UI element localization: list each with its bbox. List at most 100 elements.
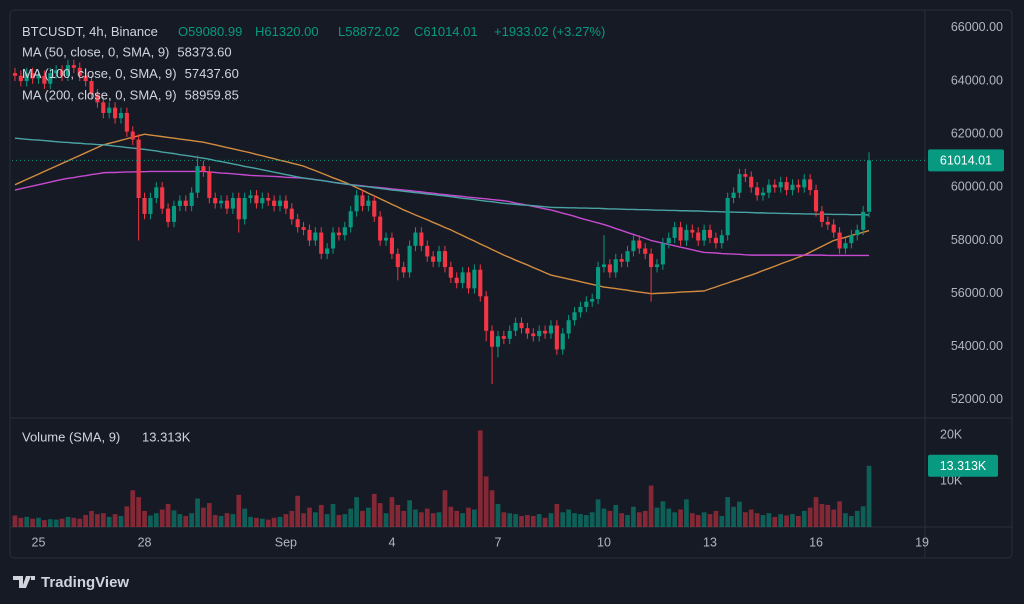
moving-average-line — [14, 170, 870, 257]
candle-body — [360, 195, 365, 206]
volume-bar — [707, 514, 713, 527]
volume-bar — [254, 517, 259, 527]
y-tick-label: 52000.00 — [951, 392, 1003, 406]
volume-bar — [206, 503, 212, 527]
volume-bar — [619, 513, 625, 527]
candle-body — [601, 264, 607, 268]
candle-body — [230, 197, 235, 209]
volume-bar — [171, 510, 177, 527]
candle-body — [30, 73, 35, 79]
candle-body — [224, 200, 230, 209]
candle-body — [749, 176, 754, 188]
volume-bar — [589, 512, 595, 527]
candle-body — [584, 301, 589, 307]
candle-body — [772, 184, 777, 188]
x-tick-label: 7 — [494, 535, 501, 549]
candle-body — [295, 219, 300, 228]
candle-body — [366, 200, 371, 206]
volume-bar — [613, 504, 619, 527]
volume-title: Volume (SMA, 9) — [22, 429, 120, 444]
candle-body — [289, 208, 294, 220]
candle-body — [760, 192, 766, 196]
candle-body — [336, 232, 341, 236]
volume-bar — [395, 504, 401, 527]
volume-bar — [595, 499, 601, 527]
volume-bar — [631, 506, 636, 527]
candle-body — [12, 73, 18, 76]
volume-bar — [130, 490, 136, 527]
candle-body — [837, 232, 842, 249]
candle-body — [177, 200, 182, 206]
candle-body — [643, 248, 648, 254]
volume-bar — [866, 465, 872, 527]
volume-bar — [466, 507, 471, 527]
volume-bar — [242, 508, 248, 527]
volume-bar — [648, 485, 654, 527]
candle-body — [236, 197, 241, 220]
volume-bar — [713, 510, 719, 527]
candle-body — [784, 182, 789, 191]
candle-body — [65, 65, 71, 76]
volume-bar — [536, 514, 542, 527]
volume-bar — [348, 508, 354, 527]
candle-body — [101, 102, 106, 113]
volume-bar — [47, 519, 53, 527]
candle-body — [154, 187, 159, 198]
volume-bar — [248, 516, 253, 527]
candle-body — [213, 197, 218, 204]
volume-bar — [472, 509, 477, 527]
volume-bar — [383, 513, 389, 527]
candle-body — [77, 67, 82, 76]
candle-body — [861, 211, 866, 230]
volume-bar — [159, 509, 165, 527]
candle-body — [519, 322, 524, 329]
plot-area — [12, 59, 925, 527]
volume-bar — [30, 518, 35, 527]
candle-body — [855, 229, 860, 236]
close-label: C61014.01 — [414, 24, 478, 39]
candle-body — [778, 182, 783, 188]
volume-bar — [65, 516, 71, 527]
candle-body — [36, 75, 41, 79]
candle-body — [572, 312, 577, 321]
x-tick-label: 4 — [388, 535, 395, 549]
volume-bar — [507, 513, 513, 527]
volume-bar — [689, 513, 695, 527]
candle-body — [690, 229, 695, 233]
candle-body — [684, 229, 689, 241]
candle-body — [18, 75, 23, 82]
candle-body — [578, 306, 583, 313]
volume-bar — [259, 518, 265, 527]
candle-body — [831, 224, 836, 233]
volume-bar — [460, 513, 465, 527]
legend-value: 57437.60 — [185, 66, 239, 81]
candle-body — [501, 336, 506, 339]
candle-body — [849, 235, 854, 244]
candle-body — [283, 200, 288, 209]
candle-body — [537, 330, 542, 337]
volume-bar — [224, 513, 230, 527]
volume-bar — [525, 515, 530, 527]
candle-body — [136, 139, 141, 198]
candle-body — [330, 232, 336, 249]
volume-bar — [312, 512, 318, 527]
candle-body — [242, 197, 247, 220]
volume-bar — [784, 515, 789, 527]
candle-body — [325, 248, 330, 254]
candle-body — [124, 112, 129, 132]
candle-body — [678, 227, 683, 241]
y-tick-label: 60000.00 — [951, 180, 1003, 194]
candle-body — [354, 195, 359, 212]
volume-bar — [796, 515, 801, 527]
candle-body — [460, 272, 465, 284]
volume-bar — [106, 516, 112, 527]
candle-body — [401, 267, 406, 273]
volume-bar — [89, 510, 94, 527]
logo: TradingView — [13, 574, 129, 591]
volume-bar — [843, 513, 848, 527]
open-label: O59080.99 — [178, 24, 242, 39]
volume-bar — [36, 517, 41, 527]
volume-bar — [271, 517, 277, 527]
volume-bar — [77, 518, 83, 527]
volume-bar — [625, 515, 630, 527]
